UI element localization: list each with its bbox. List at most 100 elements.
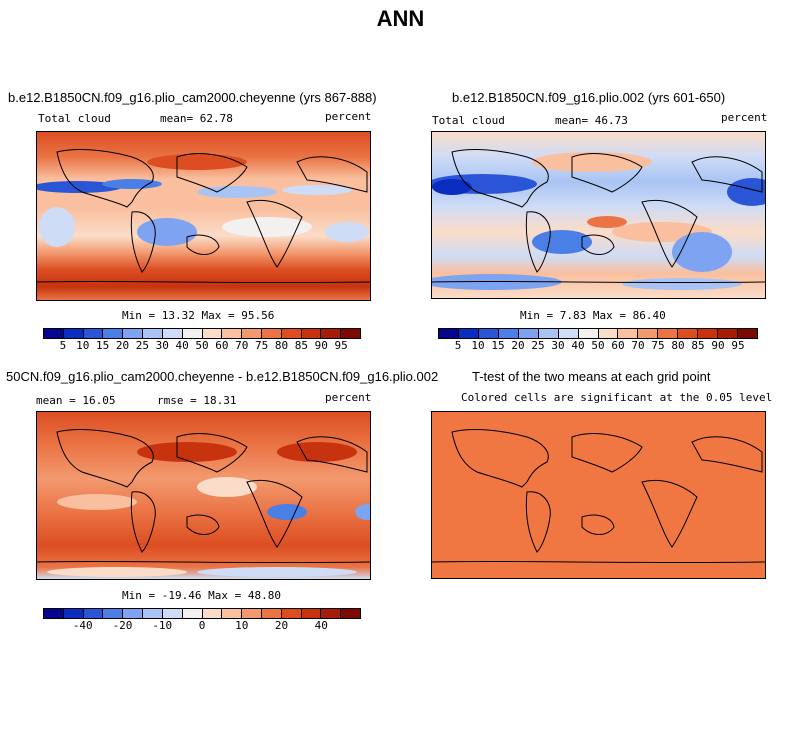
colorbar-swatch	[44, 609, 64, 618]
panel2-left-label: Total cloud	[432, 114, 505, 127]
colorbar-tick-label: 40	[571, 339, 585, 352]
colorbar-swatch	[518, 329, 539, 338]
colorbar-tick-label: 20	[115, 339, 130, 352]
colorbar-tick-label: 90	[314, 339, 328, 352]
colorbar-tick-label: 30	[155, 339, 169, 352]
colorbar-swatch	[538, 329, 559, 338]
colorbar-swatch	[63, 329, 84, 338]
colorbar-swatch	[44, 329, 64, 338]
panel3-units: percent	[325, 391, 372, 404]
colorbar-tick-label: 80	[671, 339, 685, 352]
panel1-map	[36, 131, 371, 301]
colorbar-tick-label: 25	[531, 339, 545, 352]
colorbar-swatch	[458, 329, 479, 338]
colorbar-swatch	[341, 609, 360, 618]
colorbar-tick-label: 90	[711, 339, 725, 352]
colorbar-tick-label: 20	[274, 619, 289, 632]
colorbar-swatch	[281, 609, 302, 618]
colorbar-swatch	[658, 329, 679, 338]
colorbar-tick-label: 5	[454, 339, 462, 352]
panel4-map-svg	[432, 412, 765, 578]
colorbar-swatch	[678, 329, 699, 338]
colorbar-swatch	[261, 609, 282, 618]
panel1-minmax: Min = 13.32 Max = 95.56	[122, 309, 275, 322]
panel1-left-label: Total cloud	[38, 112, 111, 125]
panel2-colorbar-ticks: 5 10 15 20 25 30 40 50 60 70 75 80 85 90 95	[438, 339, 758, 353]
panel3-title: 50CN.f09_g16.plio_cam2000.cheyenne - b.e…	[6, 369, 439, 384]
main-title: ANN	[376, 6, 425, 31]
panel1-title: b.e12.B1850CN.f09_g16.plio_cam2000.cheye…	[8, 90, 377, 105]
colorbar-swatch	[103, 609, 124, 618]
colorbar-swatch	[202, 609, 223, 618]
colorbar-swatch	[281, 329, 302, 338]
colorbar-swatch	[618, 329, 639, 338]
panel2-map	[431, 131, 766, 299]
panel3-rmse: rmse = 18.31	[157, 394, 237, 407]
colorbar-tick-label: 30	[551, 339, 565, 352]
panel1-colorbar-swatches	[43, 328, 361, 339]
colorbar-swatch	[103, 329, 124, 338]
panel1-colorbar-ticks: 5 10 15 20 25 30 40 50 60 70 75 80 85 90 95	[43, 339, 361, 353]
panel3-map-svg	[37, 412, 370, 579]
colorbar-swatch	[321, 609, 342, 618]
colorbar-tick-label: 0	[198, 619, 206, 632]
colorbar-swatch	[83, 609, 104, 618]
colorbar-tick-label: 40	[175, 339, 189, 352]
panel2-units: percent	[721, 111, 768, 124]
colorbar-tick-label: 40	[314, 619, 328, 632]
colorbar-tick-label: 60	[215, 339, 229, 352]
panel3-colorbar-ticks: -40 -20 -10 0 10 20 40	[43, 619, 361, 633]
colorbar-tick-label: 95	[334, 339, 348, 352]
colorbar-swatch	[242, 609, 262, 618]
panel2-title: b.e12.B1850CN.f09_g16.plio.002 (yrs 601-…	[452, 90, 726, 105]
colorbar-tick-label: 10	[471, 339, 485, 352]
colorbar-tick-label: -20	[112, 619, 133, 632]
colorbar-tick-label: 15	[96, 339, 110, 352]
colorbar-tick-label: 20	[511, 339, 525, 352]
panel3-map	[36, 411, 371, 580]
colorbar-swatch	[242, 329, 262, 338]
panel4-subtitle: Colored cells are significant at the 0.0…	[461, 391, 773, 404]
colorbar-swatch	[202, 329, 223, 338]
colorbar-swatch	[578, 329, 599, 338]
panel2-mean: mean= 46.73	[555, 114, 628, 127]
panel1-mean: mean= 62.78	[160, 112, 233, 125]
colorbar-swatch	[698, 329, 719, 338]
colorbar-swatch	[301, 329, 322, 338]
colorbar-swatch	[638, 329, 659, 338]
colorbar-swatch	[222, 329, 243, 338]
colorbar-swatch	[598, 329, 619, 338]
colorbar-tick-label: 70	[631, 339, 645, 352]
colorbar-tick-label: 85	[691, 339, 705, 352]
panel3-colorbar-swatches	[43, 608, 361, 619]
colorbar-tick-label: 70	[235, 339, 249, 352]
colorbar-tick-label: 80	[274, 339, 289, 352]
colorbar-swatch	[558, 329, 579, 338]
colorbar-swatch	[718, 329, 739, 338]
panel2-colorbar-swatches	[438, 328, 758, 339]
colorbar-swatch	[498, 329, 519, 338]
colorbar-tick-label: -10	[152, 619, 173, 632]
colorbar-tick-label: 85	[294, 339, 308, 352]
colorbar-swatch	[162, 609, 183, 618]
panel2-minmax: Min = 7.83 Max = 86.40	[520, 309, 666, 322]
colorbar-swatch	[301, 609, 322, 618]
colorbar-swatch	[162, 329, 183, 338]
panel3-mean: mean = 16.05	[36, 394, 116, 407]
colorbar-swatch	[261, 329, 282, 338]
colorbar-tick-label: 25	[135, 339, 149, 352]
colorbar-swatch	[439, 329, 459, 338]
colorbar-swatch	[478, 329, 499, 338]
colorbar-tick-label: 10	[235, 619, 249, 632]
colorbar-swatch	[321, 329, 342, 338]
colorbar-swatch	[341, 329, 360, 338]
panel2-colorbar: 5 10 15 20 25 30 40 50 60 70 75 80 85 90 95	[438, 328, 758, 353]
panel1-map-svg	[37, 132, 370, 300]
colorbar-swatch	[63, 609, 84, 618]
colorbar-tick-label: 15	[491, 339, 505, 352]
panel4-title: T-test of the two means at each grid poi…	[472, 369, 711, 384]
colorbar-swatch	[143, 609, 163, 618]
colorbar-swatch	[222, 609, 243, 618]
colorbar-swatch	[143, 329, 163, 338]
colorbar-swatch	[83, 329, 104, 338]
